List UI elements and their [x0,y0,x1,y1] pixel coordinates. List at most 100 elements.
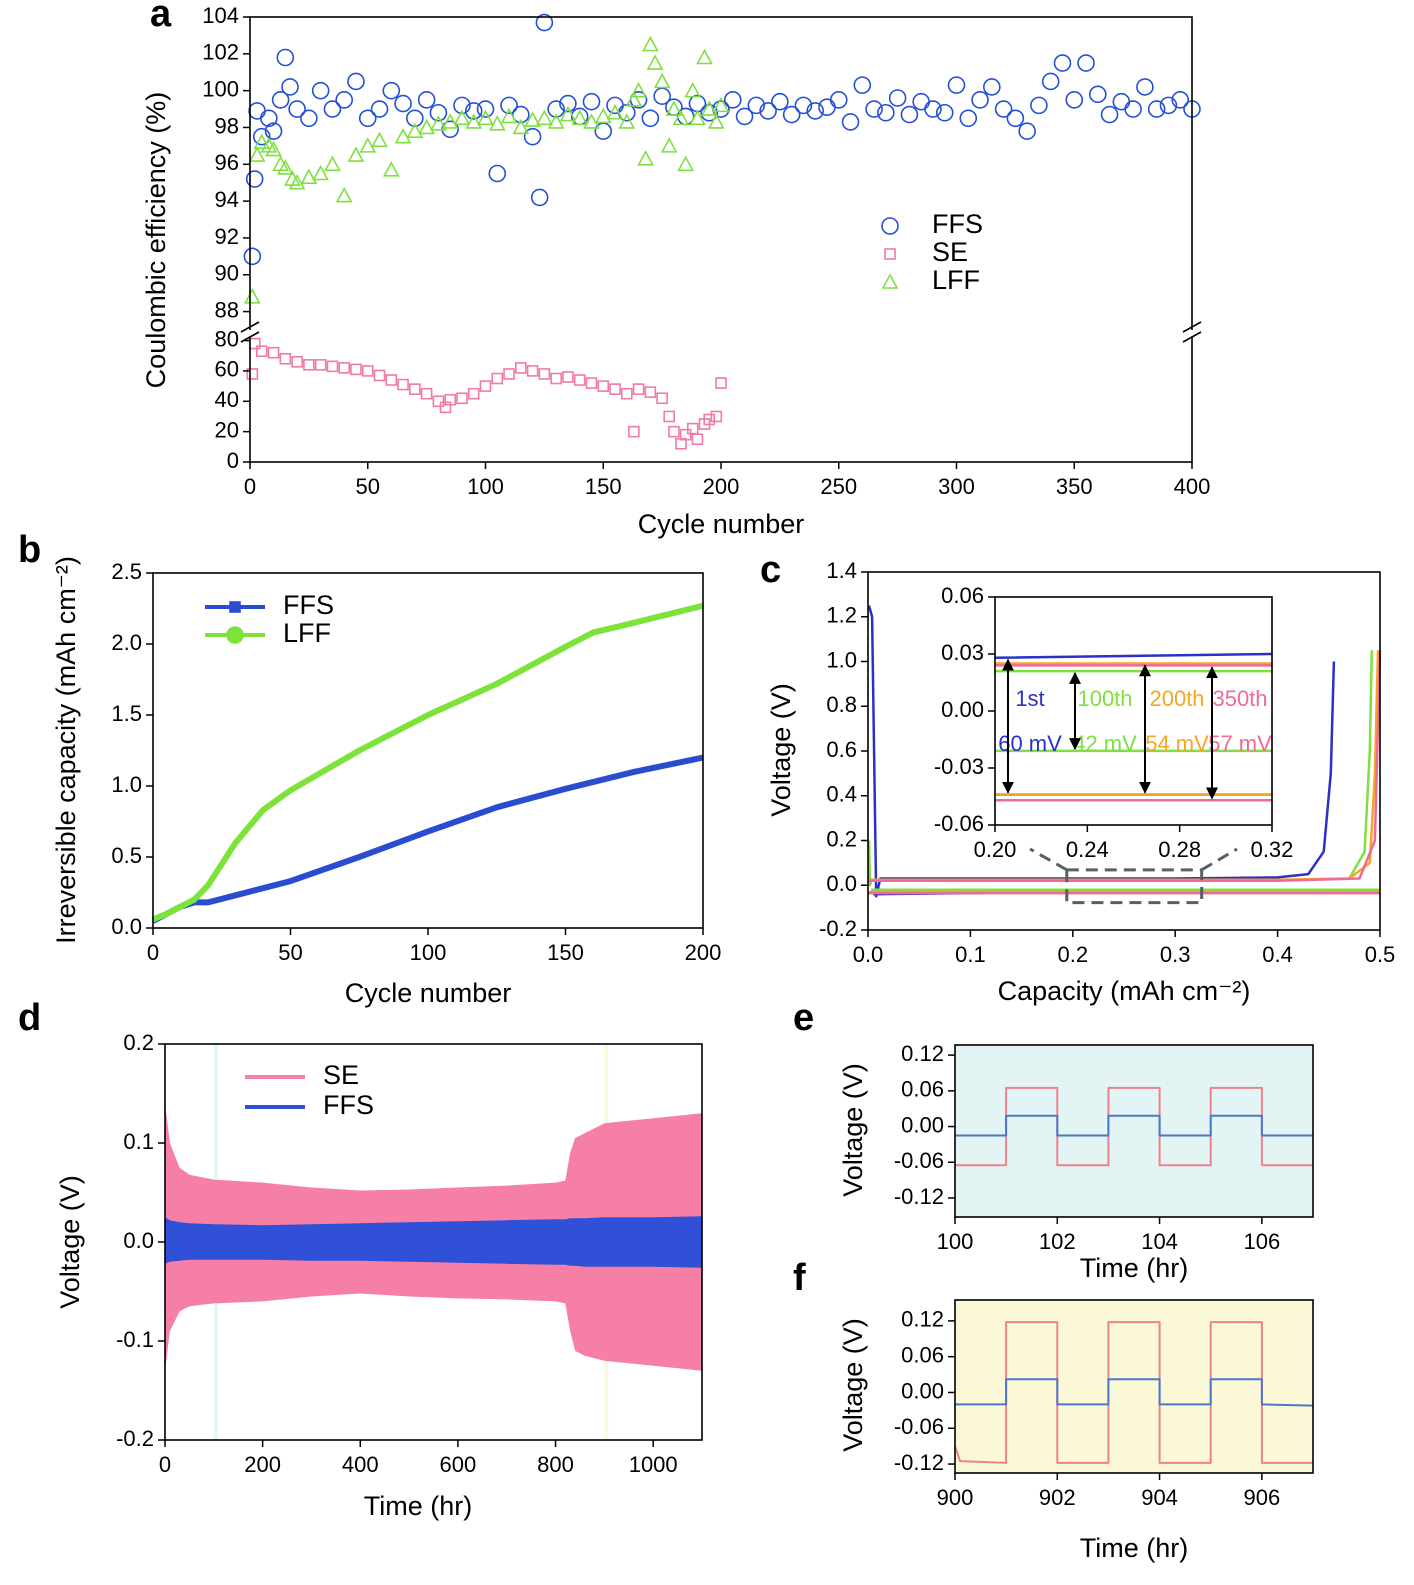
x-tick-label: 100 [937,1229,974,1254]
marker-triangle [500,107,518,124]
marker-circle [924,100,942,118]
marker-square [420,387,433,400]
x-tick-label: 400 [342,1452,379,1477]
x-tick-label: 150 [585,474,622,499]
data-line [955,1086,1313,1167]
x-tick-label: 900 [937,1485,974,1510]
marker-triangle [583,113,600,129]
x-tick-label: 1000 [629,1452,678,1477]
marker-circle [512,105,530,124]
y-tick-label: 1.2 [826,603,857,628]
x-tick-label: 0.20 [974,837,1017,862]
y-tick-label: 80 [215,326,239,351]
marker-square [432,395,445,408]
marker-square [691,433,704,446]
panel-label: a [150,0,172,35]
inset-annotation: 42 mV [1073,731,1137,756]
y-tick-label: 0.06 [901,1342,944,1367]
y-tick-label: 1.4 [826,558,857,583]
axis-break-gap [1189,330,1195,336]
x-tick-label: 902 [1039,1485,1076,1510]
marker-triangle [712,96,730,113]
x-tick-label: 0.0 [853,942,884,967]
marker-circle [453,96,471,115]
y-tick-label: 0 [227,448,239,473]
panel-label: d [18,997,41,1039]
marker-square [644,386,657,398]
marker-square [279,352,292,365]
x-tick-label: 0 [147,940,159,965]
y-tick-label: 0.0 [123,1228,154,1253]
y-tick-label: 98 [215,113,239,138]
zoom-connector [1029,847,1068,872]
x-tick-label: 106 [1243,1229,1280,1254]
marker-square [597,380,610,392]
plot-background [955,1045,1313,1217]
y-tick-label: 0.8 [826,692,857,717]
marker-circle [226,626,244,644]
y-tick-label: -0.2 [116,1426,154,1451]
marker-square [679,428,692,441]
legend-label: SE [323,1060,359,1090]
x-tick-label: 50 [356,474,380,499]
marker-triangle [371,131,388,148]
marker-square [585,377,598,389]
marker-square [350,363,362,376]
marker-square [246,368,259,380]
y-tick-label: 20 [215,417,239,442]
marker-circle [476,100,495,118]
marker-circle [243,247,262,266]
marker-circle [281,78,299,96]
marker-square [526,365,539,377]
legend-label: FFS [323,1090,374,1120]
marker-circle [888,89,907,107]
x-tick-label: 600 [440,1452,477,1477]
y-axis-title: Voltage (V) [838,1318,868,1452]
plot-frame [954,1044,1314,1218]
marker-circle [994,100,1013,118]
marker-circle [1006,109,1025,128]
y-tick-label: 0.5 [111,843,142,868]
inset-annotation: 54 mV [1145,731,1209,756]
x-tick-label: 200 [685,940,722,965]
data-band [165,1216,702,1268]
inset-label: 100th [1077,686,1132,711]
y-tick-label: 2.5 [111,559,142,584]
marker-circle [1124,100,1142,118]
marker-circle [347,72,365,91]
marker-circle [1100,105,1119,124]
marker-circle [288,100,306,118]
x-axis-title: Capacity (mAh cm⁻²) [998,976,1251,1006]
plot-frame [954,1299,1314,1474]
marker-triangle [300,168,318,184]
legend-label: SE [932,237,968,267]
marker-triangle [646,54,664,70]
marker-triangle [547,113,565,129]
marker-triangle [288,174,306,190]
x-tick-label: 0.28 [1158,837,1201,862]
panel-label: b [18,529,41,571]
plot-background [955,1300,1313,1473]
marker-circle [252,127,271,146]
y-tick-label: 40 [215,387,239,412]
y-axis-title: Voltage (V) [766,683,796,817]
marker-square [710,410,723,423]
y-tick-label: 1.5 [111,701,142,726]
y-axis-title: Voltage (V) [838,1063,868,1197]
y-axis-title: Voltage (V) [55,1175,85,1309]
marker-circle [1171,91,1190,109]
x-tick-label: 102 [1039,1229,1076,1254]
data-line [955,1378,1314,1407]
marker-circle [865,100,883,118]
y-tick-label: 104 [202,3,239,28]
marker-triangle [625,91,643,107]
marker-triangle [418,118,435,135]
x-tick-label: 0.5 [1365,942,1396,967]
legend-label: FFS [932,209,983,239]
marker-circle [260,109,278,128]
marker-triangle [677,155,695,172]
y-tick-label: -0.2 [819,916,857,941]
marker-square [373,369,386,382]
marker-circle [530,188,549,207]
